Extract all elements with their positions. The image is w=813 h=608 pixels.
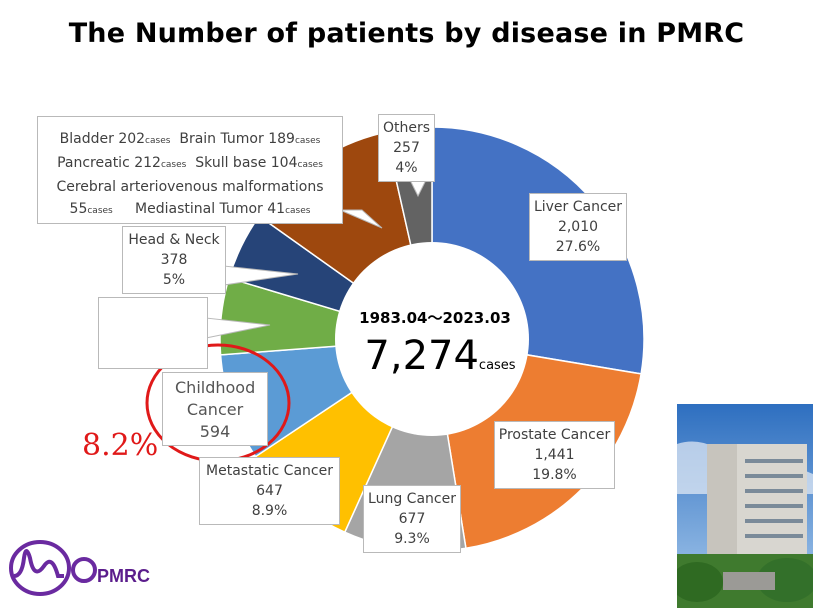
- callout-breakdown: Bladder 202cases Brain Tumor 189cases Pa…: [37, 116, 343, 224]
- label-metastatic-value: 647: [256, 483, 283, 499]
- callout-childhood-cancer: Childhood Cancer 594: [162, 372, 268, 446]
- label-childhood-value: 594: [199, 422, 231, 441]
- period-label: 1983.04～2023.03: [359, 309, 511, 327]
- breakdown-line-1: Bladder 202cases Brain Tumor 189cases: [59, 131, 321, 147]
- label-headneck-value: 378: [160, 252, 188, 268]
- breakdown-line-4: 55cases Mediastinal Tumor 41cases: [69, 201, 311, 217]
- label-liver-value: 2,010: [557, 219, 599, 235]
- building-photo: [677, 404, 813, 608]
- callout-prostate-cancer: Prostate Cancer 1,441 19.8%: [494, 421, 615, 489]
- label-metastatic-name: Metastatic Cancer: [206, 463, 333, 479]
- pmrc-logo-text: PMRC: [97, 566, 150, 586]
- callout-others: Others 257 4%: [378, 114, 435, 182]
- donut-hole: [335, 242, 529, 436]
- label-prostate-value: 1,441: [534, 447, 575, 463]
- arrow-breakdown: [339, 209, 383, 229]
- callout-lung-cancer: Lung Cancer 677 9.3%: [363, 485, 461, 553]
- callout-empty: [98, 297, 208, 369]
- total-cases: 7,274cases: [364, 333, 516, 379]
- callout-metastatic-cancer: Metastatic Cancer 647 8.9%: [199, 457, 340, 525]
- slide-title: The Number of patients by disease in PMR…: [68, 18, 745, 49]
- label-liver-percent: 27.6%: [555, 239, 601, 255]
- pmrc-logo-icon: [9, 540, 97, 596]
- breakdown-line-2: Pancreatic 212cases Skull base 104cases: [57, 155, 323, 171]
- label-lung-name: Lung Cancer: [368, 491, 456, 507]
- label-others-name: Others: [382, 120, 431, 136]
- label-lung-value: 677: [398, 511, 426, 527]
- label-liver-name: Liver Cancer: [533, 199, 623, 215]
- callout-liver-cancer: Liver Cancer 2,010 27.6%: [529, 193, 627, 261]
- label-others-percent: 4%: [395, 160, 418, 176]
- label-headneck-name: Head & Neck: [128, 232, 220, 248]
- label-headneck-percent: 5%: [162, 272, 186, 288]
- breakdown-line-3: Cerebral arteriovenous malformations: [56, 179, 324, 195]
- label-metastatic-percent: 8.9%: [251, 503, 288, 519]
- highlight-percent: 8.2%: [82, 428, 159, 463]
- label-prostate-name: Prostate Cancer: [498, 427, 611, 443]
- label-lung-percent: 9.3%: [394, 531, 430, 547]
- label-prostate-percent: 19.8%: [532, 467, 577, 483]
- callout-head-neck: Head & Neck 378 5%: [122, 226, 226, 294]
- label-others-value: 257: [393, 140, 420, 156]
- label-childhood-name: Childhood Cancer: [175, 378, 256, 419]
